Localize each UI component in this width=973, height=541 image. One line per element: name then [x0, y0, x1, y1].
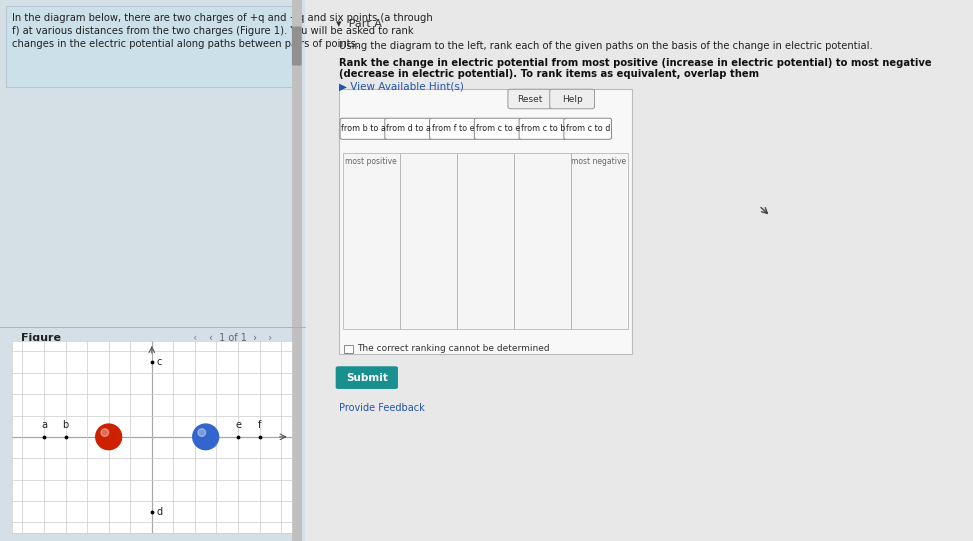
Text: from f to e: from f to e	[432, 124, 475, 133]
FancyBboxPatch shape	[400, 153, 457, 329]
FancyBboxPatch shape	[564, 118, 612, 139]
FancyBboxPatch shape	[571, 153, 628, 329]
Text: from c to e: from c to e	[476, 124, 521, 133]
Text: Figure: Figure	[21, 333, 61, 342]
Text: c: c	[156, 357, 162, 367]
Text: ▶ View Available Hint(s): ▶ View Available Hint(s)	[339, 81, 463, 91]
Text: ‹: ‹	[192, 333, 197, 342]
Text: most negative: most negative	[570, 157, 626, 167]
Text: d: d	[156, 506, 162, 517]
Text: from b to a: from b to a	[342, 124, 386, 133]
Text: Using the diagram to the left, rank each of the given paths on the basis of the : Using the diagram to the left, rank each…	[339, 41, 873, 51]
Text: ▾  Part A: ▾ Part A	[336, 19, 381, 29]
Text: Rank the change in electric potential from most positive (increase in electric p: Rank the change in electric potential fr…	[339, 58, 931, 80]
Text: f: f	[258, 420, 262, 431]
FancyBboxPatch shape	[475, 118, 522, 139]
Circle shape	[193, 424, 219, 450]
Text: Reset: Reset	[518, 95, 543, 103]
FancyBboxPatch shape	[457, 153, 514, 329]
FancyBboxPatch shape	[339, 89, 632, 354]
Text: Help: Help	[561, 95, 583, 103]
Text: from c to d: from c to d	[565, 124, 610, 133]
Circle shape	[198, 429, 205, 437]
FancyBboxPatch shape	[520, 118, 567, 139]
Text: from d to a: from d to a	[386, 124, 431, 133]
FancyBboxPatch shape	[384, 118, 432, 139]
FancyBboxPatch shape	[514, 153, 571, 329]
FancyBboxPatch shape	[6, 6, 299, 87]
Text: e: e	[235, 420, 241, 431]
Text: b: b	[62, 420, 69, 431]
FancyBboxPatch shape	[305, 0, 973, 541]
Text: a: a	[41, 420, 47, 431]
FancyBboxPatch shape	[0, 0, 305, 541]
Text: ‹  1 of 1  ›: ‹ 1 of 1 ›	[209, 333, 257, 342]
Text: from c to b: from c to b	[521, 124, 565, 133]
FancyBboxPatch shape	[341, 118, 387, 139]
FancyBboxPatch shape	[292, 27, 302, 65]
Text: ›: ›	[268, 333, 271, 342]
Text: The correct ranking cannot be determined: The correct ranking cannot be determined	[357, 345, 550, 353]
FancyBboxPatch shape	[343, 153, 400, 329]
FancyBboxPatch shape	[508, 89, 553, 109]
Circle shape	[95, 424, 122, 450]
FancyBboxPatch shape	[430, 118, 478, 139]
Circle shape	[101, 429, 109, 437]
FancyBboxPatch shape	[336, 366, 398, 389]
FancyBboxPatch shape	[344, 345, 353, 353]
Text: Provide Feedback: Provide Feedback	[339, 403, 424, 413]
FancyBboxPatch shape	[292, 0, 302, 541]
FancyBboxPatch shape	[550, 89, 595, 109]
Text: Submit: Submit	[345, 373, 388, 382]
Text: most positive: most positive	[345, 157, 397, 167]
Text: In the diagram below, there are two charges of +q and −q and six points (a throu: In the diagram below, there are two char…	[12, 13, 432, 49]
